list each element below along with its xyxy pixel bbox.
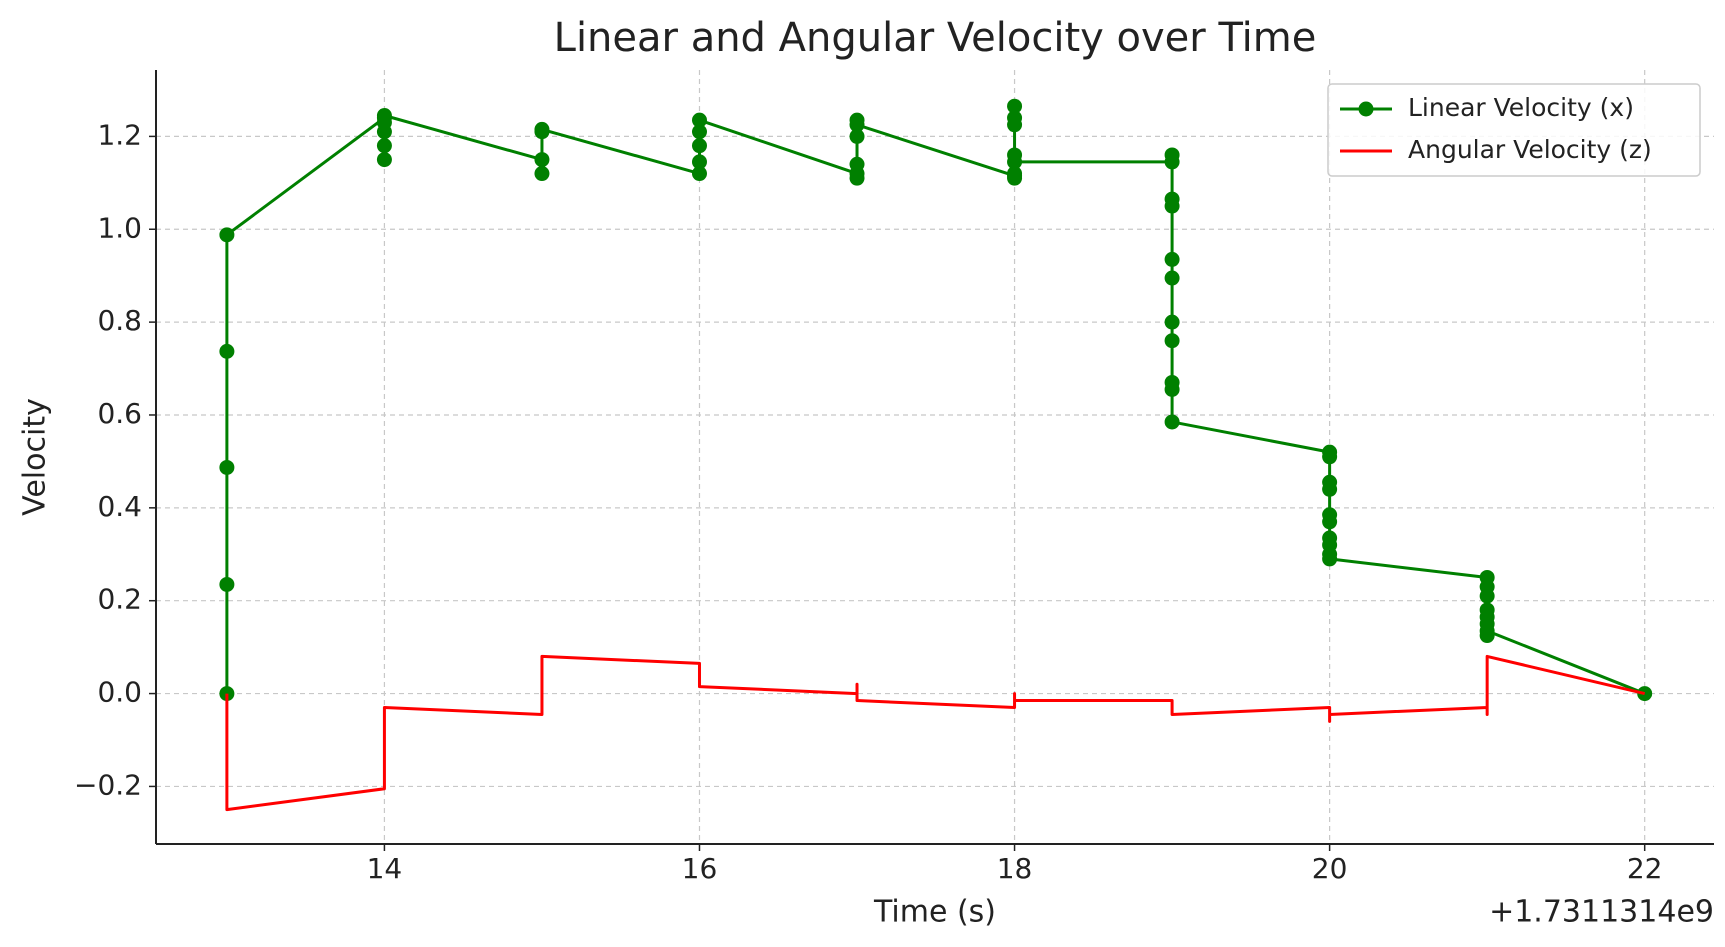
x-tick-label: 20	[1312, 852, 1348, 885]
x-offset-label: +1.7311314e9	[1489, 895, 1714, 930]
data-point	[1164, 414, 1180, 430]
y-tick-label: 1.0	[97, 211, 142, 244]
data-point	[1164, 333, 1180, 349]
legend-label: Angular Velocity (z)	[1408, 135, 1652, 164]
y-tick-label: 1.2	[97, 118, 142, 151]
data-point	[691, 166, 707, 182]
legend-marker	[1358, 101, 1374, 117]
x-axis-label: Time (s)	[873, 895, 996, 930]
data-point	[691, 138, 707, 154]
x-tick-label: 22	[1627, 852, 1663, 885]
series-line	[225, 654, 1646, 812]
data-point	[1164, 198, 1180, 214]
data-point	[534, 121, 550, 137]
x-tick-label: 18	[997, 852, 1033, 885]
y-tick-label: 0.0	[97, 676, 142, 709]
chart-title: Linear and Angular Velocity over Time	[554, 15, 1317, 61]
data-point	[376, 108, 392, 124]
y-tick-label: 0.4	[97, 490, 142, 523]
data-point	[849, 170, 865, 186]
data-point	[691, 154, 707, 170]
data-point	[1322, 551, 1338, 567]
data-point	[219, 576, 235, 592]
data-point	[219, 343, 235, 359]
legend-label: Linear Velocity (x)	[1408, 93, 1634, 122]
data-point	[219, 227, 235, 243]
data-point	[691, 112, 707, 128]
data-point	[1164, 314, 1180, 330]
data-point	[849, 156, 865, 172]
data-point	[849, 117, 865, 133]
y-axis-label: Velocity	[18, 398, 53, 516]
legend-box	[1327, 83, 1701, 177]
data-point	[1479, 623, 1495, 639]
x-tick-label: 14	[367, 852, 403, 885]
data-point	[376, 138, 392, 154]
data-point	[219, 459, 235, 475]
data-point	[534, 152, 550, 168]
data-point	[1007, 98, 1023, 114]
data-point	[1164, 270, 1180, 286]
y-tick-label: −0.2	[74, 768, 142, 801]
data-point	[1164, 147, 1180, 163]
data-point	[1322, 449, 1338, 465]
series-line	[225, 104, 1646, 695]
data-point	[1322, 514, 1338, 530]
data-point	[534, 166, 550, 182]
data-point	[1322, 481, 1338, 497]
y-tick-label: 0.6	[97, 397, 142, 430]
y-tick-label: 0.8	[97, 304, 142, 337]
data-point	[1164, 251, 1180, 267]
data-point	[691, 124, 707, 140]
data-point	[849, 128, 865, 144]
data-point	[1007, 166, 1023, 182]
data-point	[1007, 154, 1023, 170]
data-point	[376, 152, 392, 168]
data-point	[1007, 110, 1023, 126]
data-point	[1479, 588, 1495, 604]
x-tick-label: 16	[682, 852, 718, 885]
data-point	[1164, 381, 1180, 397]
y-tick-label: 0.2	[97, 583, 142, 616]
